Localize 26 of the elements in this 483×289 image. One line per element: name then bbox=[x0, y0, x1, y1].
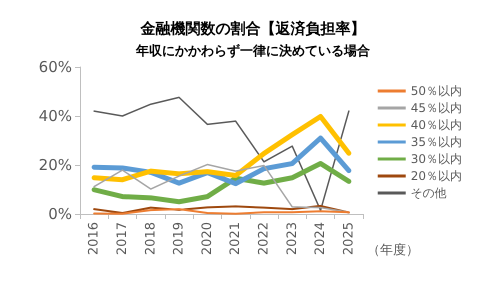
y-tick-label: 60% bbox=[38, 58, 72, 76]
x-tick-label: 2017 bbox=[114, 222, 130, 256]
y-tick-label: 20% bbox=[38, 156, 72, 174]
x-tick-label: 2018 bbox=[143, 222, 158, 256]
legend-label: 20％以内 bbox=[410, 169, 462, 183]
x-tick-label: 2022 bbox=[256, 222, 272, 256]
x-axis-title: （年度） bbox=[367, 242, 419, 258]
y-tick-label: 40% bbox=[38, 107, 72, 125]
legend-label: 40％以内 bbox=[410, 118, 462, 132]
y-tick-label: 0% bbox=[48, 205, 72, 223]
x-tick-label: 2019 bbox=[172, 222, 187, 256]
legend-label: 45％以内 bbox=[410, 101, 462, 115]
x-tick-label: 2025 bbox=[341, 222, 356, 256]
line-series bbox=[93, 204, 350, 214]
line-series bbox=[93, 96, 350, 212]
x-tick-label: 2023 bbox=[284, 222, 300, 256]
x-tick-label: 2024 bbox=[313, 222, 328, 256]
x-tick-label: 2016 bbox=[86, 222, 102, 256]
legend-label: 50％以内 bbox=[410, 84, 462, 98]
chart-title: 金融機関数の割合【返済負担率】 bbox=[140, 20, 366, 38]
chart-subtitle: 年収にかかわらず一律に決めている場合 bbox=[135, 43, 370, 59]
legend-label: 35％以内 bbox=[410, 135, 462, 149]
legend-label: 30％以内 bbox=[410, 152, 462, 166]
legend-label: その他 bbox=[410, 186, 447, 200]
x-tick-label: 2020 bbox=[200, 222, 215, 256]
x-tick-label: 2021 bbox=[228, 222, 244, 256]
